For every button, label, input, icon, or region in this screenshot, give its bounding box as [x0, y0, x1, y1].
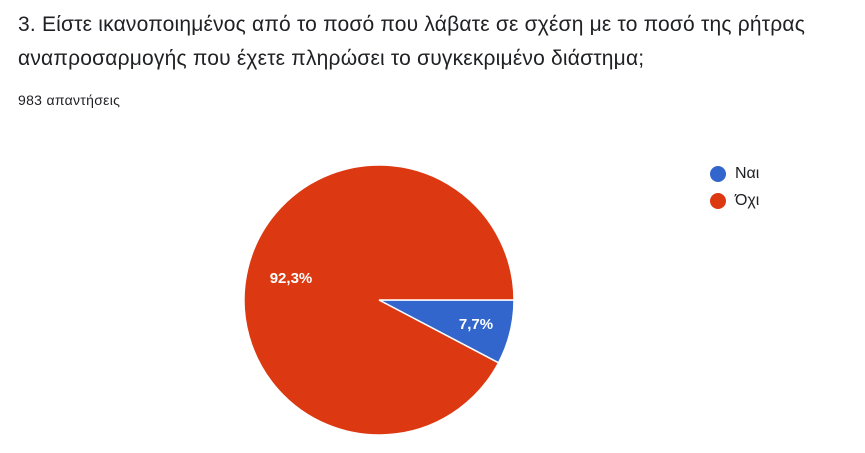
slice-label-1: 92,3%	[270, 270, 313, 287]
question-title: 3. Είστε ικανοποιημένος από το ποσό που …	[18, 13, 806, 70]
legend-swatch	[710, 192, 726, 209]
legend-label: Ναι	[735, 164, 760, 182]
slice-label-0: 7,7%	[459, 316, 493, 333]
legend-swatch	[710, 165, 726, 182]
pie-slice-1[interactable]	[243, 164, 515, 436]
legend: Ναι Όχι	[710, 160, 759, 214]
legend-item-0[interactable]: Ναι	[710, 160, 759, 187]
response-count: 983 απαντήσεις	[18, 92, 121, 108]
legend-label: Όχι	[735, 191, 760, 209]
legend-item-1[interactable]: Όχι	[710, 187, 759, 214]
